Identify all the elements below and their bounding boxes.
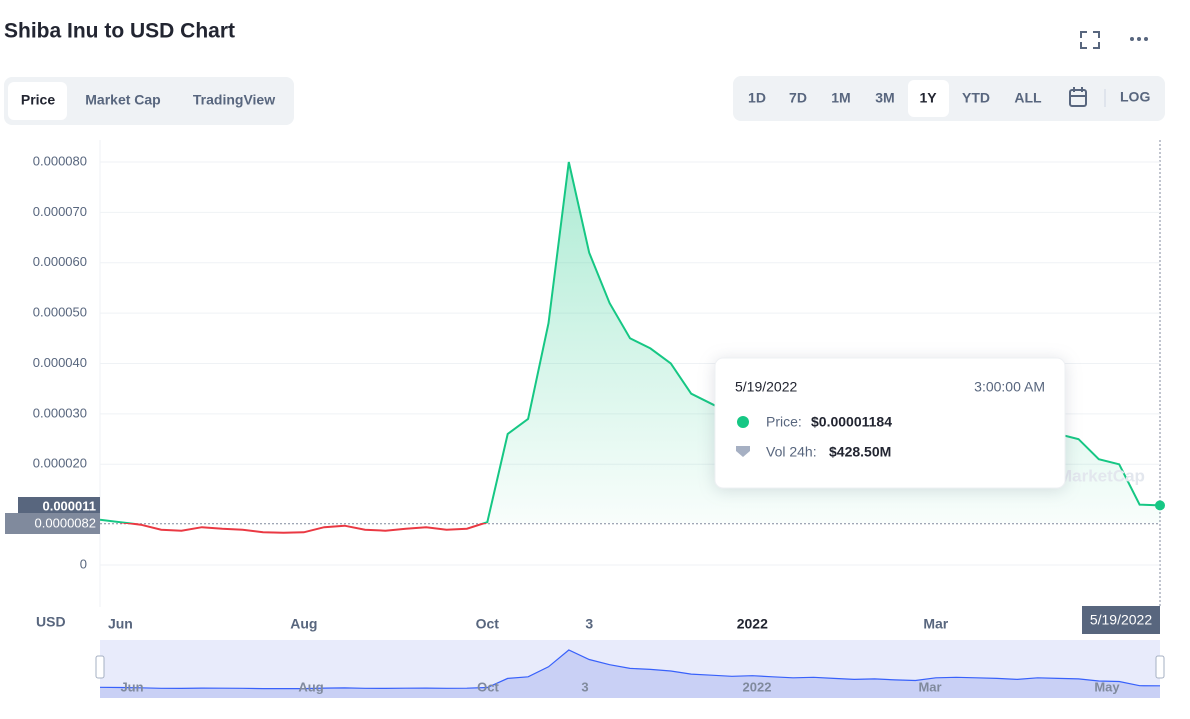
navigator-label: Oct [477, 679, 499, 694]
x-tick-label: Mar [923, 616, 948, 632]
tooltip-volume-icon [736, 446, 750, 457]
current-tag: 0.000011 [42, 498, 96, 513]
navigator-line [99, 649, 1161, 690]
navigator-label: Aug [298, 679, 323, 694]
price-area [100, 162, 1160, 523]
y-tick-label: 0.000030 [33, 405, 87, 420]
x-tick-label: 2022 [737, 616, 768, 632]
price-line-below [118, 523, 489, 534]
plot: 0 0.000020 0.000030 0.000040 0.000050 0.00006… [33, 153, 1165, 632]
calendar-icon[interactable] [1069, 87, 1087, 107]
tooltip-box [714, 357, 1066, 489]
y-tick-label: 0 [80, 556, 87, 571]
range-button[interactable]: 1M [831, 90, 850, 106]
tooltip-volume: $428.50M [829, 444, 891, 460]
navigator-label: May [1094, 679, 1120, 694]
watermark: MarketCap [1058, 466, 1145, 485]
tab[interactable]: TradingView [193, 92, 275, 108]
navigator-handle-right[interactable] [1155, 655, 1165, 679]
y-tick-label: 0.000020 [33, 456, 87, 471]
y-tick-label: 0.000040 [33, 355, 87, 370]
navigator-label: 2022 [743, 679, 772, 694]
range-button[interactable]: 3M [875, 90, 894, 106]
current-point [1155, 500, 1165, 511]
y-tick-label: 0.000050 [33, 305, 87, 320]
date-tag: 5/19/2022 [1090, 612, 1152, 628]
tooltip-volume-label: Vol 24h: [766, 444, 817, 460]
x-tick-label: Aug [290, 616, 317, 632]
navigator-handle-left[interactable] [95, 655, 105, 679]
tooltip-date: 5/19/2022 [735, 379, 797, 395]
tooltip-price: $0.00001184 [811, 414, 892, 430]
tooltip: 5/19/2022 3:00:00 AM Price: $0.00001184 … [714, 357, 1066, 489]
navigator-label: Mar [918, 679, 941, 694]
fullscreen-icon[interactable] [1080, 31, 1100, 49]
range-button[interactable]: ALL [1014, 90, 1042, 106]
y-tick-label: 0.000060 [33, 254, 87, 269]
date-tag-box [1082, 606, 1160, 634]
tab-active [8, 82, 67, 120]
page-title: Shiba Inu to USD Chart [4, 20, 235, 43]
x-tick-label: Jun [108, 616, 133, 632]
currency-label: USD [36, 614, 66, 630]
tooltip-time: 3:00:00 AM [974, 379, 1045, 395]
range-button[interactable]: 7D [789, 90, 807, 106]
range-active [908, 80, 949, 117]
x-tick-label: Oct [476, 616, 500, 632]
tab[interactable]: Price [21, 92, 55, 108]
range-button[interactable]: 1D [748, 90, 766, 106]
tooltip-price-dot [737, 416, 749, 428]
current-tag-box [18, 497, 100, 517]
baseline-tag: 0.0000082 [35, 515, 96, 530]
baseline-tag-box [5, 513, 100, 534]
y-tick-label: 0.000080 [33, 153, 87, 168]
x-tick-label: 3 [585, 616, 593, 632]
y-tick-label: 0.000070 [33, 204, 87, 219]
navigator-label: 3 [581, 679, 588, 694]
navigator-series [99, 649, 1161, 698]
tab-bar [4, 77, 294, 125]
tab[interactable]: Market Cap [85, 92, 160, 108]
range-button[interactable]: YTD [962, 90, 990, 106]
navigator-area [100, 650, 1160, 698]
more-icon[interactable] [1130, 37, 1148, 41]
tooltip-price-label: Price: [766, 414, 802, 430]
navigator-label: Jun [120, 679, 143, 694]
range-button[interactable]: 1Y [919, 90, 937, 106]
log-button[interactable]: LOG [1120, 89, 1150, 105]
